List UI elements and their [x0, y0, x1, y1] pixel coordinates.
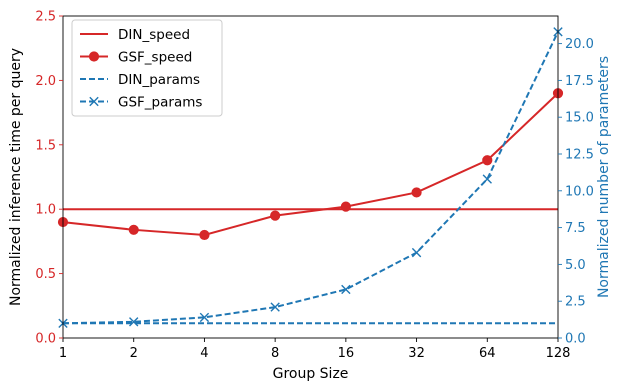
y-right-tick-label: 10.0 [565, 184, 594, 199]
x-marker [89, 96, 99, 107]
y-axis-right-label: Normalized number of parameters [596, 56, 612, 298]
y-right-tick-label: 2.5 [565, 295, 586, 310]
y-axis-left: 0.0 0.5 1.0 1.5 2.0 2.5 [35, 10, 63, 347]
y-right-tick-label: 5.0 [565, 258, 586, 273]
circle-marker [340, 201, 351, 212]
y-left-tick-label: 1.0 [35, 203, 56, 218]
circle-marker [88, 51, 100, 62]
plot-frame [62, 15, 559, 339]
y-right-tick-label: 7.5 [565, 221, 586, 236]
x-tick-label: 4 [200, 346, 208, 361]
circle-marker [482, 155, 493, 166]
y-axis-right: 0.0 2.5 5.0 7.5 10.0 12.5 15.0 17.5 20.0 [558, 37, 594, 347]
x-tick-label: 2 [130, 346, 138, 361]
legend-entry: DIN_speed [80, 27, 190, 43]
legend-entry: GSF_params [80, 95, 202, 111]
y-right-tick-label: 0.0 [565, 332, 586, 347]
legend-label: GSF_speed [118, 50, 192, 66]
x-marker-stroke [199, 312, 210, 323]
x-marker [270, 302, 280, 312]
y-axis-left-label: Normalized inference time per query [8, 48, 24, 306]
x-tick-label: 8 [271, 346, 279, 361]
x-tick-label: 128 [546, 346, 571, 361]
series-GSF_speed [57, 88, 564, 241]
y-right-tick-label: 15.0 [565, 111, 594, 126]
x-axis-label: Group Size [273, 366, 349, 382]
y-left-tick-label: 2.5 [35, 10, 56, 25]
y-right-tick-label: 20.0 [565, 37, 594, 52]
x-marker [199, 312, 210, 323]
x-tick-label: 16 [338, 346, 355, 361]
x-marker-stroke [341, 284, 351, 295]
legend-label: GSF_params [118, 95, 202, 111]
circle-marker [128, 224, 139, 235]
y-left-tick-label: 1.5 [35, 138, 56, 153]
x-marker-stroke [482, 174, 492, 184]
circle-marker [199, 229, 210, 241]
x-tick-label: 32 [408, 346, 425, 361]
y-left-tick-label: 0.0 [35, 332, 56, 347]
legend-label: DIN_speed [118, 27, 190, 43]
x-axis: 1 2 4 8 16 32 64 128 [59, 338, 571, 361]
series-line [62, 31, 559, 325]
x-marker [129, 317, 139, 327]
x-marker-stroke [89, 96, 99, 107]
y-left-tick-label: 2.0 [35, 74, 56, 89]
series-layer [57, 27, 564, 328]
circle-marker [270, 210, 281, 221]
x-marker-stroke [411, 247, 422, 258]
legend-entry: DIN_params [80, 72, 200, 88]
x-marker [341, 284, 351, 295]
x-marker-stroke [129, 317, 139, 327]
x-marker [482, 174, 492, 184]
y-right-tick-label: 12.5 [565, 148, 594, 163]
circle-marker [411, 187, 422, 198]
series-line [62, 92, 559, 236]
y-left-tick-label: 0.5 [35, 267, 56, 282]
legend-entry: GSF_speed [80, 50, 192, 66]
x-tick-label: 1 [59, 346, 67, 361]
x-tick-label: 64 [479, 346, 496, 361]
x-marker [411, 247, 422, 258]
legend-box [71, 19, 223, 117]
legend-label: DIN_params [118, 72, 200, 88]
x-marker-stroke [270, 302, 280, 312]
legend: DIN_speed GSF_speed DIN_params GSF_params [71, 19, 223, 117]
y-right-tick-label: 17.5 [565, 74, 594, 89]
